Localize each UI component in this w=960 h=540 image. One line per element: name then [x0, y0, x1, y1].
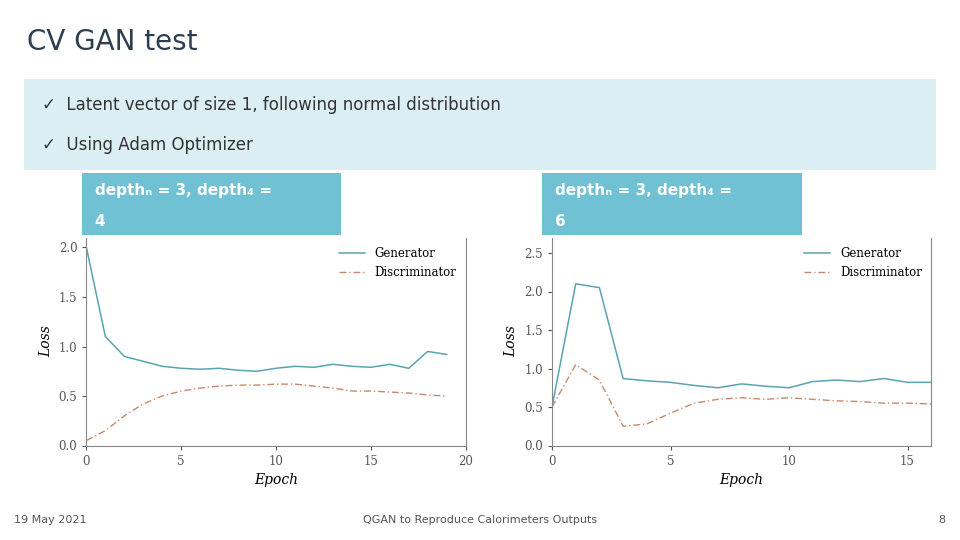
Generator	[570, 281, 582, 287]
Discriminator	[546, 404, 558, 410]
Generator	[365, 364, 376, 370]
Discriminator	[617, 423, 629, 429]
Discriminator	[289, 381, 300, 387]
Discriminator	[384, 389, 396, 395]
Generator	[735, 381, 747, 387]
Discriminator	[271, 381, 282, 387]
Text: ✓  Using Adam Optimizer: ✓ Using Adam Optimizer	[42, 136, 253, 154]
Generator	[925, 379, 937, 386]
Generator	[403, 365, 415, 372]
Discriminator	[807, 396, 819, 402]
Generator	[176, 365, 187, 372]
Legend: Generator, Discriminator: Generator, Discriminator	[801, 244, 925, 282]
Discriminator	[308, 383, 320, 389]
Discriminator	[403, 390, 415, 396]
Discriminator	[176, 388, 187, 394]
Y-axis label: Loss: Loss	[505, 326, 518, 357]
Discriminator	[878, 400, 890, 407]
Discriminator	[194, 385, 205, 392]
Discriminator	[688, 400, 700, 407]
Generator	[422, 348, 434, 355]
Generator	[759, 383, 771, 389]
Discriminator	[712, 396, 724, 402]
Generator	[384, 361, 396, 368]
Discriminator	[735, 395, 747, 401]
Generator	[664, 379, 676, 386]
Generator	[119, 353, 131, 360]
Discriminator	[830, 397, 842, 404]
Discriminator	[641, 421, 653, 427]
Generator	[783, 384, 795, 391]
Y-axis label: Loss: Loss	[39, 326, 53, 357]
Generator	[617, 375, 629, 382]
Discriminator	[346, 388, 357, 394]
Generator	[546, 404, 558, 410]
Discriminator	[901, 400, 913, 407]
Generator	[830, 377, 842, 383]
Generator	[81, 244, 92, 251]
Generator	[901, 379, 913, 386]
Text: 8: 8	[939, 515, 946, 525]
FancyBboxPatch shape	[69, 170, 354, 238]
Generator	[807, 379, 819, 385]
Discriminator	[365, 388, 376, 394]
Text: 6: 6	[555, 214, 566, 229]
Discriminator	[593, 377, 605, 383]
Generator	[712, 384, 724, 391]
Text: 4: 4	[94, 214, 106, 229]
FancyBboxPatch shape	[6, 78, 954, 172]
Text: ✓  Latent vector of size 1, following normal distribution: ✓ Latent vector of size 1, following nor…	[42, 96, 501, 114]
Generator	[441, 351, 452, 357]
Line: Discriminator: Discriminator	[552, 364, 931, 426]
X-axis label: Epoch: Epoch	[720, 473, 763, 487]
Generator	[327, 361, 339, 368]
Generator	[878, 375, 890, 382]
Discriminator	[213, 383, 225, 389]
Discriminator	[664, 410, 676, 416]
Text: depthₙ = 3, depth₄ =: depthₙ = 3, depth₄ =	[555, 183, 737, 198]
Discriminator	[570, 361, 582, 368]
Generator	[346, 363, 357, 369]
Text: CV GAN test: CV GAN test	[27, 28, 198, 56]
Generator	[289, 363, 300, 369]
Line: Generator: Generator	[552, 284, 931, 407]
Text: 19 May 2021: 19 May 2021	[14, 515, 87, 525]
Generator	[271, 365, 282, 372]
Line: Generator: Generator	[86, 247, 446, 372]
Discriminator	[119, 413, 131, 419]
Discriminator	[854, 399, 866, 405]
Generator	[593, 285, 605, 291]
Discriminator	[759, 396, 771, 402]
Discriminator	[327, 385, 339, 392]
Text: depthₙ = 3, depth₄ =: depthₙ = 3, depth₄ =	[94, 183, 276, 198]
Line: Discriminator: Discriminator	[86, 384, 446, 441]
Discriminator	[100, 428, 111, 434]
Discriminator	[422, 392, 434, 399]
FancyBboxPatch shape	[529, 170, 814, 238]
Generator	[854, 379, 866, 385]
Discriminator	[783, 395, 795, 401]
Discriminator	[137, 401, 149, 407]
Generator	[156, 363, 168, 369]
Text: QGAN to Reproduce Calorimeters Outputs: QGAN to Reproduce Calorimeters Outputs	[363, 515, 597, 525]
Discriminator	[81, 437, 92, 444]
Generator	[137, 358, 149, 365]
Generator	[688, 382, 700, 389]
Generator	[232, 367, 244, 374]
Discriminator	[252, 382, 263, 388]
Generator	[252, 368, 263, 375]
Legend: Generator, Discriminator: Generator, Discriminator	[335, 244, 460, 282]
Generator	[641, 377, 653, 384]
X-axis label: Epoch: Epoch	[254, 473, 298, 487]
Discriminator	[441, 393, 452, 399]
Generator	[213, 365, 225, 372]
Generator	[308, 364, 320, 370]
Generator	[194, 366, 205, 373]
Discriminator	[925, 401, 937, 407]
Discriminator	[232, 382, 244, 388]
Discriminator	[156, 393, 168, 399]
Generator	[100, 333, 111, 340]
